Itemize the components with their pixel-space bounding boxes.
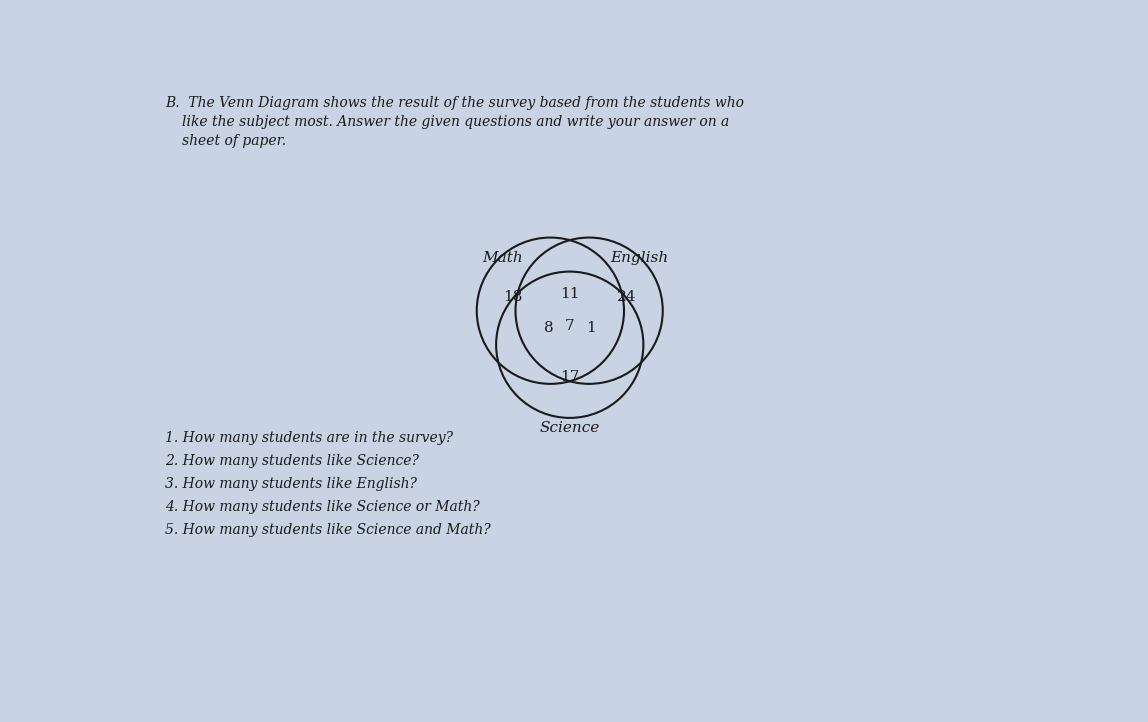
Text: 3. How many students like English?: 3. How many students like English? [165, 477, 417, 491]
Text: 11: 11 [560, 287, 580, 301]
Text: 5. How many students like Science and Math?: 5. How many students like Science and Ma… [165, 523, 491, 537]
Text: sheet of paper.: sheet of paper. [183, 134, 286, 149]
Text: Science: Science [540, 421, 600, 435]
Text: 2. How many students like Science?: 2. How many students like Science? [165, 454, 419, 468]
Text: 7: 7 [565, 319, 574, 333]
Text: like the subject most. Answer the given questions and write your answer on a: like the subject most. Answer the given … [183, 115, 729, 129]
Text: 8: 8 [544, 321, 553, 335]
Text: 18: 18 [504, 290, 522, 304]
Text: English: English [611, 251, 668, 266]
Text: B.  The Venn Diagram shows the result of the survey based from the students who: B. The Venn Diagram shows the result of … [165, 96, 744, 110]
Text: 1. How many students are in the survey?: 1. How many students are in the survey? [165, 431, 453, 445]
Text: 1: 1 [585, 321, 596, 335]
Text: 17: 17 [560, 370, 580, 384]
Text: Math: Math [482, 251, 522, 266]
Text: 4. How many students like Science or Math?: 4. How many students like Science or Mat… [165, 500, 480, 514]
Text: 24: 24 [616, 290, 636, 304]
